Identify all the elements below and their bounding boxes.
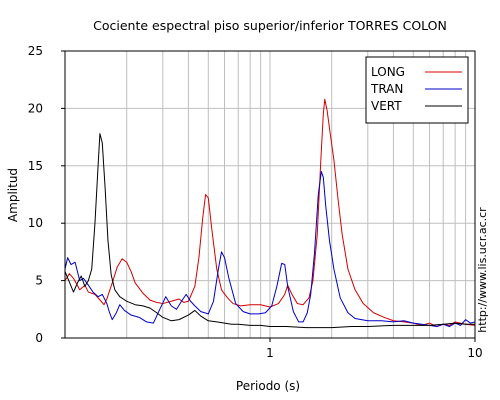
- y-tick-label: 15: [28, 159, 43, 173]
- y-tick-label: 0: [35, 331, 43, 345]
- y-axis-label: Amplitud: [6, 168, 20, 222]
- x-tick-label: 1: [266, 346, 274, 360]
- series-layer: [64, 98, 476, 329]
- legend-label-vert: VERT: [371, 99, 402, 113]
- y-tick-label: 20: [28, 101, 43, 115]
- y-tick-label: 5: [35, 274, 43, 288]
- series-line-long: [64, 98, 476, 328]
- chart-title: Cociente espectral piso superior/inferio…: [93, 18, 447, 33]
- legend: LONG TRAN VERT: [365, 56, 469, 124]
- x-tick-label: 10: [467, 346, 482, 360]
- x-axis-label: Periodo (s): [236, 379, 300, 393]
- series-line-tran: [64, 171, 476, 328]
- series-line-vert: [64, 133, 475, 329]
- axis-ticks: 0 5 10 15 20 25 1 10: [28, 44, 483, 360]
- legend-label-long: LONG: [371, 65, 405, 79]
- y-tick-label: 10: [28, 216, 43, 230]
- side-note-url: http://www.lis.ucr.ac.cr: [476, 207, 489, 333]
- legend-box: [365, 56, 469, 124]
- legend-label-tran: TRAN: [370, 82, 403, 96]
- y-tick-label: 25: [28, 44, 43, 58]
